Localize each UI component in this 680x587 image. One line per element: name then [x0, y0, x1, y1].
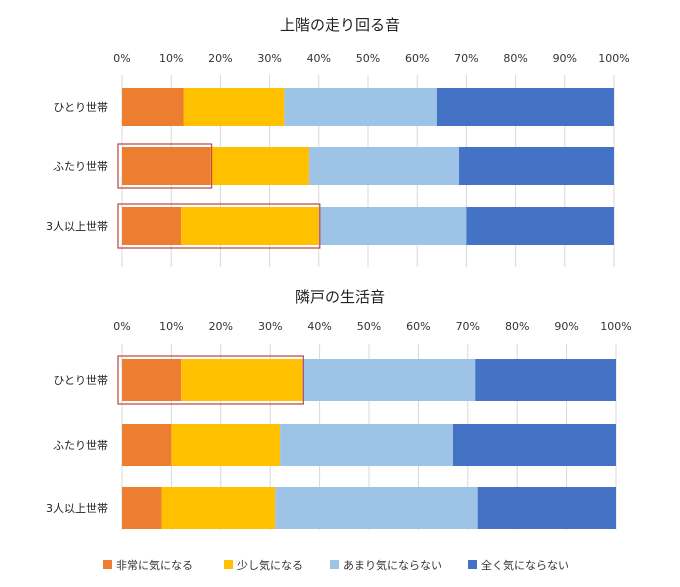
bar-segment — [318, 207, 467, 245]
x-tick-label: 10% — [159, 52, 183, 65]
x-tick-label: 100% — [598, 52, 629, 65]
bar-segment — [181, 359, 303, 401]
bar-segment — [275, 487, 478, 529]
x-tick-label: 70% — [456, 320, 480, 333]
bar-segment — [122, 487, 162, 529]
bar-segment — [161, 487, 276, 529]
category-label: ひとり世帯 — [53, 101, 108, 114]
highlight-box — [117, 355, 304, 405]
legend-label: 非常に気になる — [116, 558, 193, 572]
bar-segment — [452, 424, 616, 466]
x-tick-label: 10% — [159, 320, 183, 333]
chart-2: 隣戸の生活音 0% 10% 20% 30% 40% 50% 60% 70% 80% 90% 100% ひ… — [46, 288, 632, 530]
bar-segment — [459, 147, 614, 185]
bar-segment — [280, 424, 453, 466]
legend-label: 少し気になる — [237, 558, 303, 572]
x-tick-label: 0% — [113, 320, 130, 333]
x-tick-label: 50% — [356, 52, 380, 65]
bar-segment — [308, 147, 460, 185]
legend-item: あまり気にならない — [330, 558, 442, 572]
x-tick-label: 30% — [258, 320, 282, 333]
x-tick-label: 80% — [505, 320, 529, 333]
legend-swatch — [330, 560, 339, 569]
chart-1: 上階の走り回る音 0% 10% 20% 30% 40% 50% 60% 70% 80% 90% 100… — [46, 16, 630, 267]
legend: 非常に気になる 少し気になる あまり気にならない 全く気にならない — [103, 558, 569, 572]
x-tick-label: 90% — [554, 320, 578, 333]
legend-swatch — [224, 560, 233, 569]
legend-swatch — [103, 560, 112, 569]
category-label: ふたり世帯 — [53, 160, 108, 173]
legend-label: 全く気にならない — [481, 558, 569, 572]
chart-title: 上階の走り回る音 — [280, 16, 400, 34]
x-tick-label: 20% — [209, 320, 233, 333]
x-tick-label: 30% — [257, 52, 281, 65]
legend-label: あまり気にならない — [343, 558, 442, 572]
bar-segment — [475, 359, 616, 401]
bar-segment — [284, 88, 437, 126]
x-tick-label: 80% — [503, 52, 527, 65]
bar-segment — [122, 88, 184, 126]
highlight-box — [117, 143, 213, 189]
bar-segment — [171, 424, 281, 466]
legend-swatch — [468, 560, 477, 569]
x-tick-label: 40% — [307, 320, 331, 333]
highlight-box — [117, 203, 321, 249]
x-tick-label: 70% — [454, 52, 478, 65]
category-label: 3人以上世帯 — [46, 502, 108, 515]
legend-item: 非常に気になる — [103, 558, 193, 572]
x-tick-label: 90% — [553, 52, 577, 65]
bar-segment — [122, 207, 182, 245]
bar-segment — [302, 359, 476, 401]
x-tick-label: 50% — [357, 320, 381, 333]
category-label: 3人以上世帯 — [46, 220, 108, 233]
legend-item: 少し気になる — [224, 558, 303, 572]
bar-segment — [122, 359, 182, 401]
bar-segment — [466, 207, 614, 245]
bar-segment — [181, 207, 319, 245]
x-tick-label: 100% — [600, 320, 631, 333]
bar-segment — [122, 147, 211, 185]
x-tick-label: 40% — [307, 52, 331, 65]
x-tick-label: 60% — [406, 320, 430, 333]
bar-segment — [436, 88, 614, 126]
bar-segment — [477, 487, 616, 529]
chart-title: 隣戸の生活音 — [295, 288, 385, 306]
legend-item: 全く気にならない — [468, 558, 569, 572]
x-tick-label: 0% — [113, 52, 130, 65]
bar-segment — [122, 424, 172, 466]
bar-segment — [210, 147, 309, 185]
x-tick-label: 20% — [208, 52, 232, 65]
bar-segment — [183, 88, 285, 126]
category-label: ふたり世帯 — [53, 439, 108, 452]
category-label: ひとり世帯 — [53, 374, 108, 387]
x-tick-label: 60% — [405, 52, 429, 65]
